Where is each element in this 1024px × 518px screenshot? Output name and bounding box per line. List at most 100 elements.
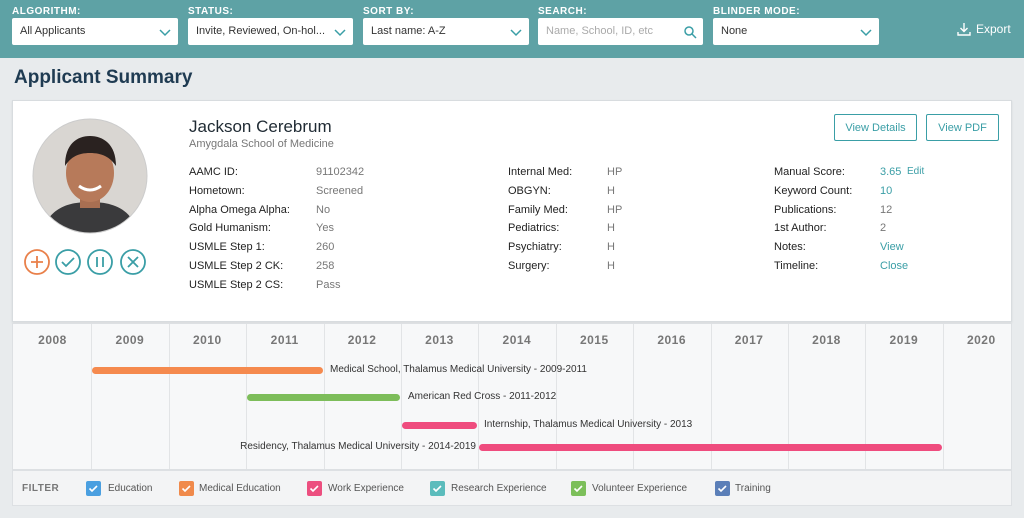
- add-icon[interactable]: [24, 249, 50, 275]
- filter-item-label[interactable]: Volunteer Experience: [592, 483, 688, 494]
- field-label: AAMC ID:: [189, 166, 238, 178]
- chevron: [159, 29, 171, 37]
- year-separator: [91, 324, 93, 469]
- filter-item-label[interactable]: Training: [735, 483, 771, 494]
- field-value[interactable]: Close: [880, 260, 909, 272]
- field-label: Gold Humanism:: [189, 222, 271, 235]
- year-separator: [401, 324, 402, 469]
- check-mark: [717, 485, 727, 493]
- field-value: Yes: [316, 222, 334, 235]
- field-label: Timeline:: [774, 260, 819, 272]
- view-pdf-button[interactable]: View PDF: [926, 114, 999, 141]
- filter-checkbox[interactable]: [179, 481, 194, 496]
- timeline-label: American Red Cross - 2011-2012: [408, 391, 557, 402]
- field-label: Pediatrics:: [508, 222, 560, 235]
- timeline-label: Medical School, Thalamus Medical Univers…: [330, 364, 587, 375]
- field-value: HP: [607, 166, 623, 178]
- chevron: [860, 29, 872, 37]
- applicant-photo: [32, 118, 148, 234]
- filter-checkbox[interactable]: [86, 481, 101, 496]
- timeline-bar[interactable]: [479, 444, 942, 451]
- view-details-button[interactable]: View Details: [834, 114, 917, 141]
- dropdown[interactable]: Last name: A-Z: [363, 18, 529, 45]
- hold-icon[interactable]: [87, 249, 113, 275]
- field-value[interactable]: View: [880, 241, 904, 254]
- year-separator: [865, 324, 867, 469]
- year-label: 2014: [502, 333, 532, 347]
- field-value: 91102342: [316, 166, 365, 178]
- field-label: Internal Med:: [508, 166, 573, 178]
- year-label: 2015: [579, 333, 609, 347]
- export-icon[interactable]: [957, 22, 971, 36]
- year-label: 2013: [425, 333, 454, 347]
- field-value: H: [607, 184, 615, 197]
- timeline-bar[interactable]: [92, 367, 323, 374]
- filter-bar: [12, 470, 1012, 506]
- year-separator: [633, 324, 635, 469]
- check-mark: [88, 485, 98, 493]
- dropdown[interactable]: All Applicants: [12, 18, 178, 45]
- applicant-name: Jackson Cerebrum: [189, 117, 332, 136]
- field-label: Psychiatry:: [508, 241, 562, 254]
- approve-icon[interactable]: [55, 249, 81, 275]
- chevron: [334, 29, 346, 37]
- field-value: 2: [880, 222, 887, 235]
- chevron: [510, 29, 522, 37]
- field-value: H: [607, 241, 615, 254]
- field-label: Hometown:: [189, 184, 245, 197]
- check-mark: [181, 485, 191, 493]
- field-value: HP: [607, 203, 623, 216]
- field-value: H: [607, 260, 615, 272]
- filter-label: SEARCH:: [538, 6, 588, 17]
- field-label: USMLE Step 2 CS:: [189, 278, 284, 291]
- dropdown[interactable]: None: [713, 18, 879, 45]
- filter-label: STATUS:: [188, 6, 234, 17]
- field-label: Publications:: [774, 203, 837, 216]
- year-label: 2020: [966, 333, 996, 347]
- page-title: Applicant Summary: [14, 67, 193, 88]
- filter-item-label[interactable]: Education: [108, 483, 153, 494]
- search-input[interactable]: Name, School, ID, etc: [538, 18, 703, 45]
- year-separator: [246, 324, 248, 469]
- check-mark: [432, 485, 442, 493]
- search-icon: [684, 26, 697, 39]
- year-label: 2018: [812, 333, 841, 347]
- timeline-label: Residency, Thalamus Medical University -…: [240, 441, 476, 452]
- filter-item-label[interactable]: Medical Education: [199, 483, 281, 494]
- field-value: Screened: [316, 184, 364, 197]
- timeline-bar[interactable]: [402, 422, 478, 429]
- field-label: Notes:: [774, 241, 806, 254]
- field-label: USMLE Step 1:: [189, 241, 265, 254]
- year-label: 2019: [889, 333, 919, 347]
- filter-checkbox[interactable]: [307, 481, 322, 496]
- export-button[interactable]: Export: [976, 22, 1011, 36]
- year-label: 2012: [347, 333, 377, 347]
- field-label: OBGYN:: [508, 184, 551, 197]
- filter-label: BLINDER MODE:: [713, 6, 801, 17]
- dropdown[interactable]: Invite, Reviewed, On-hol...: [188, 18, 353, 45]
- filter-checkbox[interactable]: [715, 481, 730, 496]
- field-label: USMLE Step 2 CK:: [189, 260, 284, 272]
- filter-item-label[interactable]: Research Experience: [451, 483, 547, 494]
- timeline-bar[interactable]: [247, 394, 400, 401]
- check-mark: [309, 485, 319, 493]
- field-label: Surgery:: [508, 260, 550, 272]
- field-value: 12: [880, 203, 893, 216]
- filter-checkbox[interactable]: [430, 481, 445, 496]
- field-label: Keyword Count:: [774, 184, 853, 197]
- applicant-school: Amygdala School of Medicine: [189, 138, 334, 150]
- reject-icon[interactable]: [120, 249, 146, 275]
- check-mark: [573, 485, 583, 493]
- year-label: 2011: [270, 333, 299, 347]
- year-separator: [168, 324, 170, 469]
- action-icons: [24, 249, 146, 275]
- year-label: 2009: [115, 333, 145, 347]
- filter-item-label[interactable]: Work Experience: [328, 483, 404, 494]
- field-label: Family Med:: [508, 203, 568, 216]
- year-separator: [942, 324, 944, 469]
- edit-link[interactable]: Edit: [907, 166, 925, 177]
- filter-label: SORT BY:: [363, 6, 415, 17]
- filter-checkbox[interactable]: [571, 481, 586, 496]
- year-separator: [788, 324, 789, 469]
